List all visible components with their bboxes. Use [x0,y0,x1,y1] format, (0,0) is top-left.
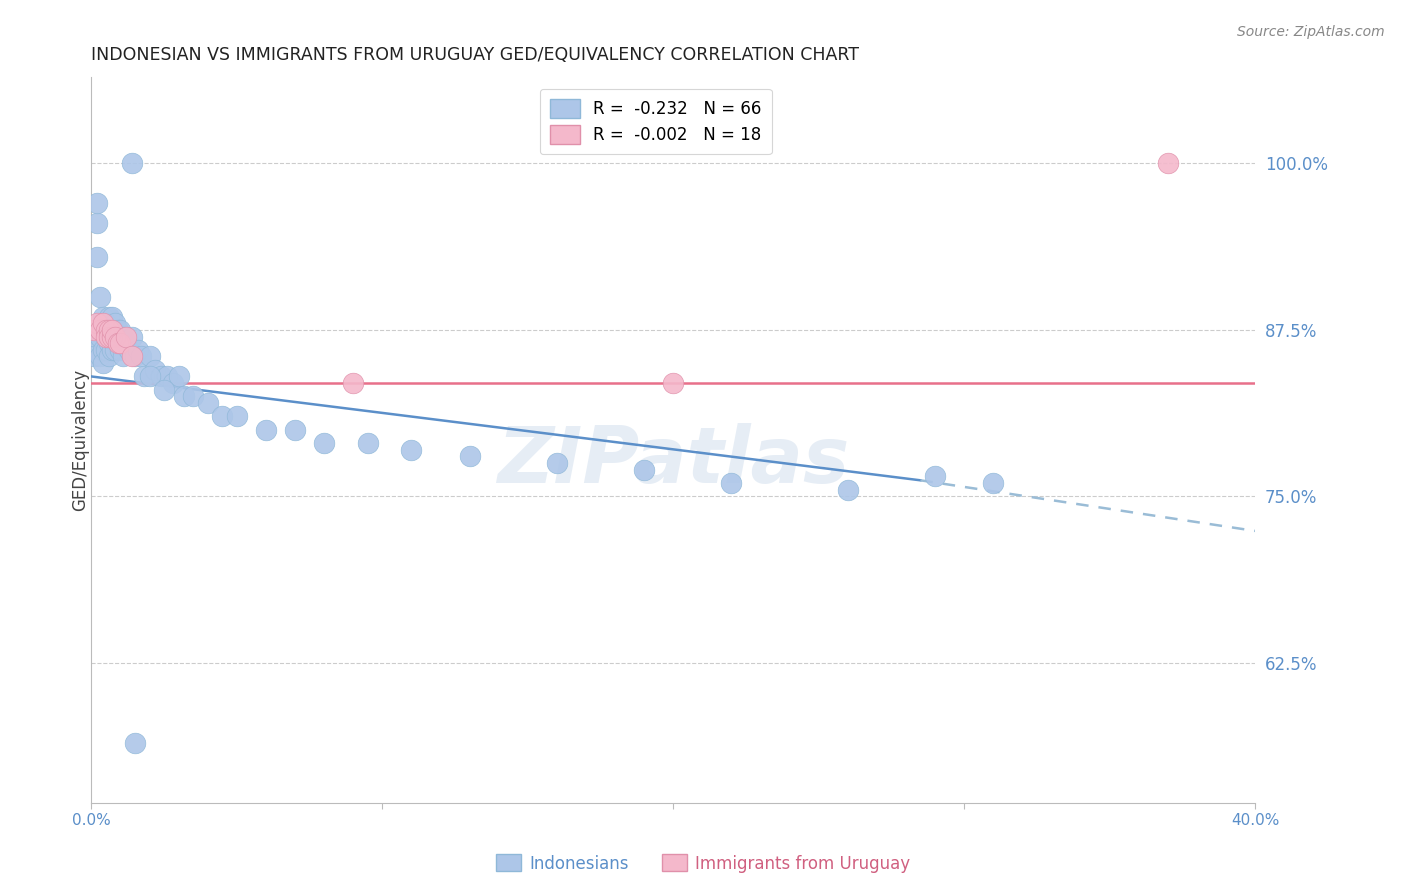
Point [150,369,173,384]
Point [104,329,127,343]
Point [91,356,114,370]
Point [181,389,204,403]
Point [458,450,481,464]
Point [86,216,108,230]
Point [167,369,190,384]
Point [357,436,380,450]
Point [94,329,117,343]
Point [91,343,114,357]
Point [91,310,114,324]
Point [104,343,127,357]
Point [837,483,859,497]
Point [94,316,117,330]
Point [107,323,129,337]
Point [97,336,120,351]
Point [118,343,141,357]
Point [107,336,129,351]
Point [110,343,132,357]
Text: INDONESIAN VS IMMIGRANTS FROM URUGUAY GED/EQUIVALENCY CORRELATION CHART: INDONESIAN VS IMMIGRANTS FROM URUGUAY GE… [91,46,859,64]
Point [401,442,423,457]
Point [97,329,120,343]
Point [115,336,138,351]
Point [83,323,105,337]
Point [720,475,742,490]
Point [156,369,179,384]
Point [89,323,111,337]
Point [342,376,364,391]
Point [127,343,149,357]
Point [94,329,117,343]
Point [129,350,152,364]
Point [89,323,111,337]
Point [981,475,1004,490]
Point [91,316,114,330]
Point [121,329,143,343]
Point [138,369,160,384]
Point [284,423,307,437]
Point [83,329,105,343]
Point [100,310,122,324]
Point [91,323,114,337]
Legend: Indonesians, Immigrants from Uruguay: Indonesians, Immigrants from Uruguay [489,847,917,880]
Point [89,329,111,343]
Point [86,316,108,330]
Point [107,336,129,351]
Point [104,316,127,330]
Point [94,323,117,337]
Point [121,350,143,364]
Point [197,396,219,410]
Point [97,323,120,337]
Point [115,329,138,343]
Point [86,196,108,211]
Point [153,383,176,397]
Point [97,323,120,337]
Point [162,376,184,391]
Point [97,350,120,364]
Point [100,329,122,343]
Point [124,736,146,750]
Point [546,456,568,470]
Point [104,329,127,343]
Point [132,369,155,384]
Point [94,343,117,357]
Point [173,389,195,403]
Point [633,463,655,477]
Point [100,329,122,343]
Point [254,423,277,437]
Point [1157,156,1180,170]
Point [97,310,120,324]
Point [225,409,247,424]
Y-axis label: GED/Equivalency: GED/Equivalency [72,368,89,511]
Text: Source: ZipAtlas.com: Source: ZipAtlas.com [1237,25,1385,39]
Point [662,376,685,391]
Point [100,323,122,337]
Point [121,156,143,170]
Point [143,363,166,377]
Legend: R =  -0.232   N = 66, R =  -0.002   N = 18: R = -0.232 N = 66, R = -0.002 N = 18 [540,89,772,154]
Text: ZIPatlas: ZIPatlas [498,424,849,500]
Point [86,250,108,264]
Point [89,350,111,364]
Point [110,323,132,337]
Point [112,350,135,364]
Point [89,289,111,303]
Point [100,343,122,357]
Point [138,350,160,364]
Point [211,409,233,424]
Point [83,350,105,364]
Point [312,436,335,450]
Point [110,336,132,351]
Point [124,350,146,364]
Point [924,469,946,483]
Point [112,329,135,343]
